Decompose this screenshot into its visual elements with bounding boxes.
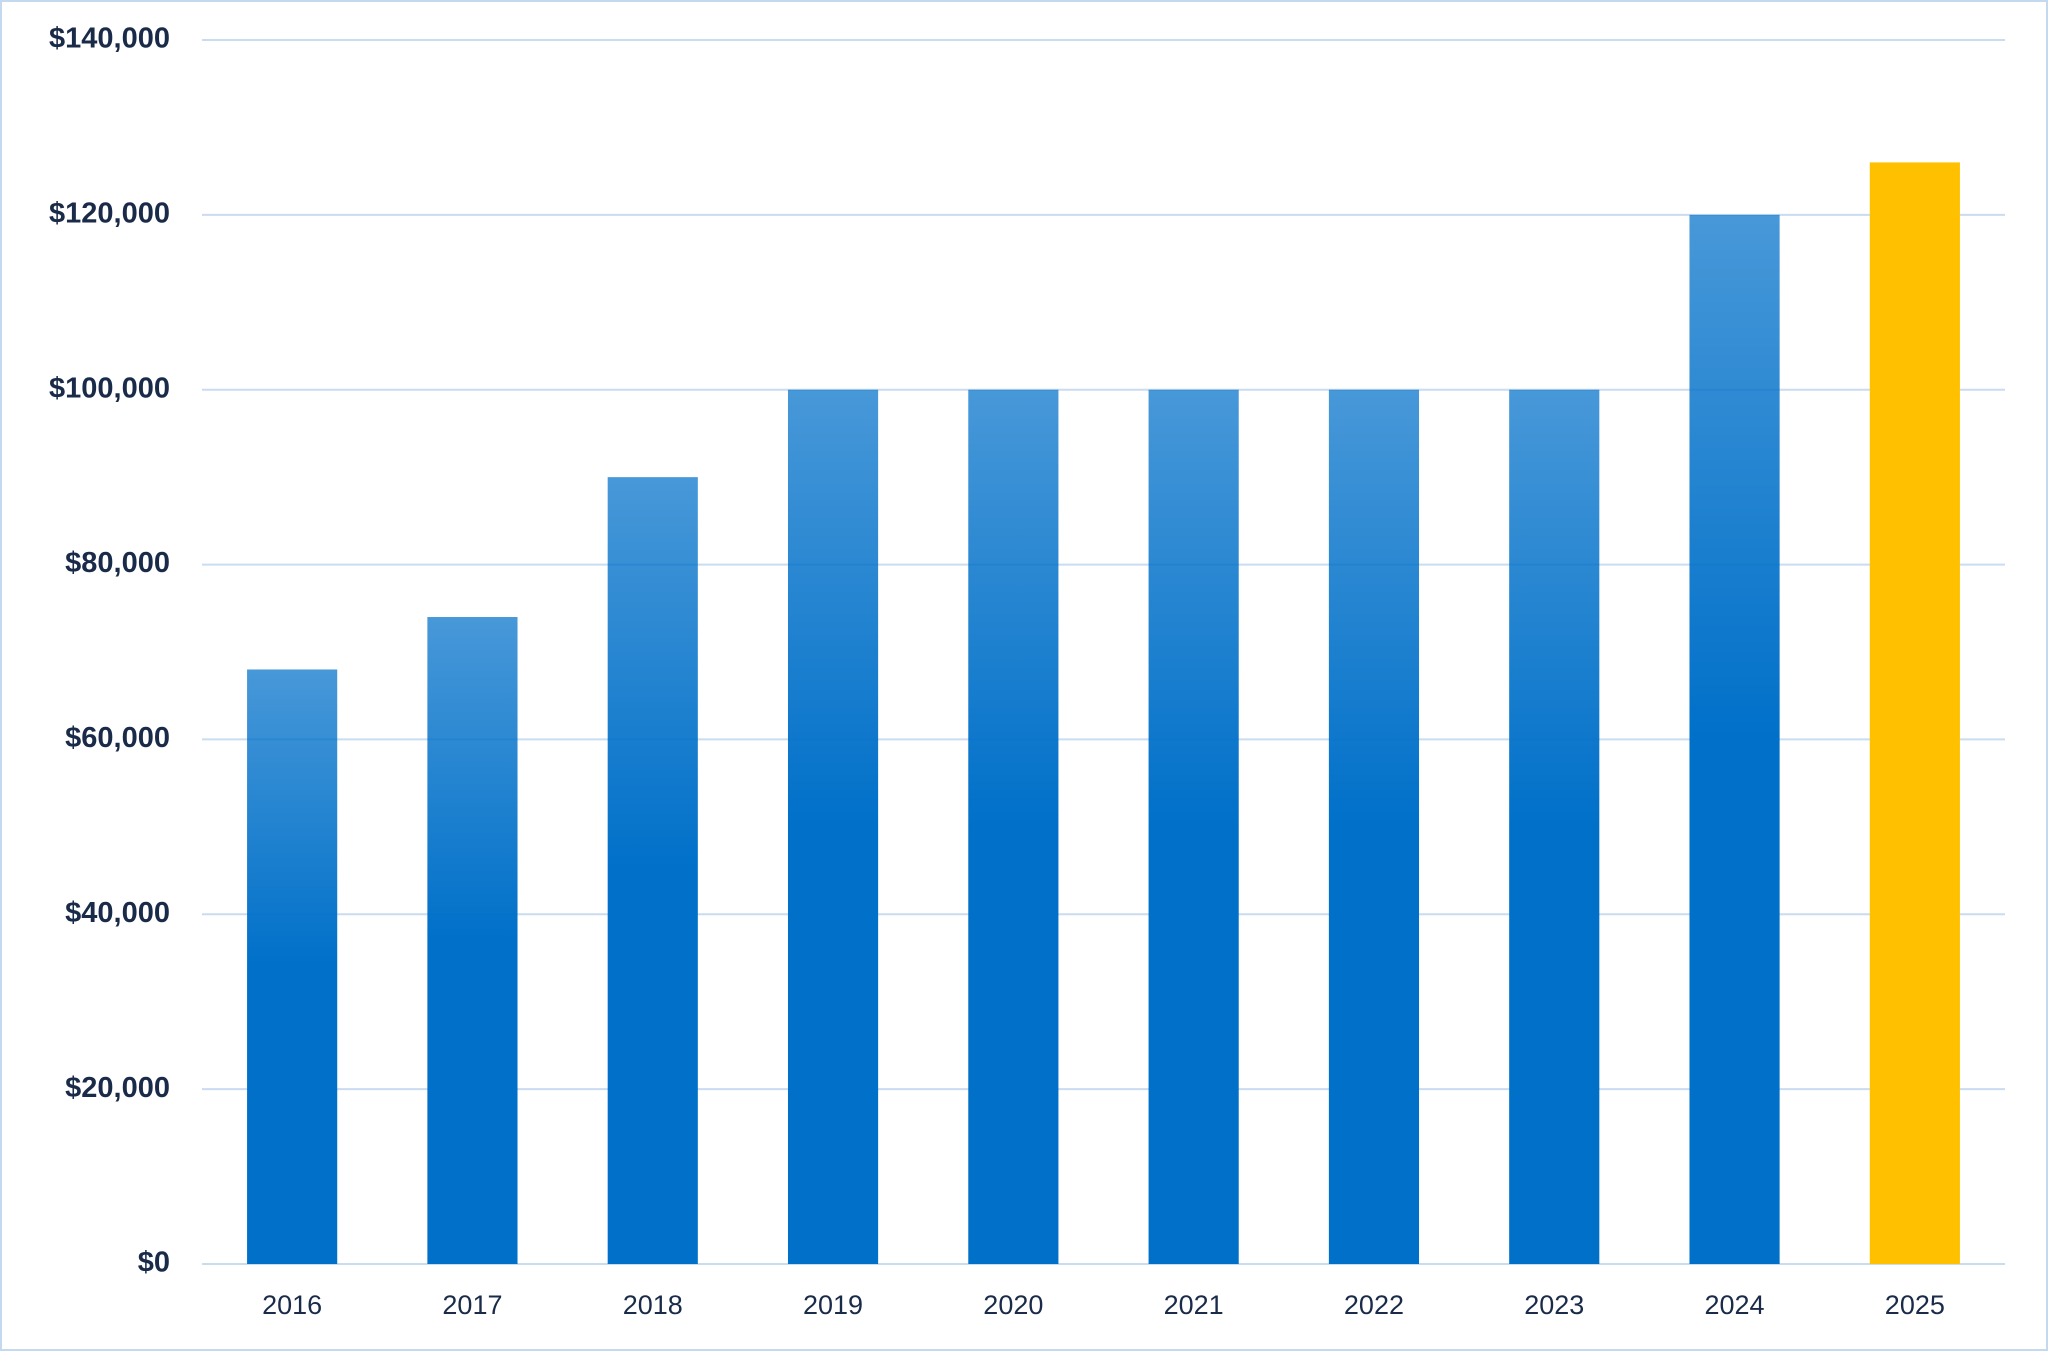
y-tick-label: $20,000 xyxy=(65,1072,170,1104)
bar xyxy=(247,669,338,1264)
x-tick-label: 2016 xyxy=(262,1290,322,1320)
bar xyxy=(1509,389,1600,1264)
x-tick-label: 2018 xyxy=(623,1290,683,1320)
y-tick-label: $60,000 xyxy=(65,722,170,754)
bar xyxy=(1689,214,1780,1264)
y-tick-label: $120,000 xyxy=(49,198,170,230)
bar xyxy=(427,617,518,1264)
bar xyxy=(607,477,698,1265)
bar xyxy=(1148,389,1239,1264)
x-tick-label: 2023 xyxy=(1524,1290,1584,1320)
bar xyxy=(1869,162,1960,1264)
x-tick-label: 2021 xyxy=(1164,1290,1224,1320)
x-tick-label: 2017 xyxy=(442,1290,502,1320)
bar xyxy=(1328,389,1420,1264)
y-tick-label: $100,000 xyxy=(49,372,170,404)
x-tick-label: 2019 xyxy=(803,1290,863,1320)
x-tick-label: 2025 xyxy=(1885,1290,1945,1320)
y-tick-label: $80,000 xyxy=(65,547,170,579)
x-tick-label: 2022 xyxy=(1344,1290,1404,1320)
x-tick-label: 2020 xyxy=(983,1290,1043,1320)
bar xyxy=(968,389,1059,1264)
y-tick-label: $0 xyxy=(138,1247,170,1279)
y-tick-label: $40,000 xyxy=(65,897,170,929)
y-tick-label: $140,000 xyxy=(49,23,170,55)
bar xyxy=(787,389,879,1264)
x-tick-label: 2024 xyxy=(1705,1290,1765,1320)
